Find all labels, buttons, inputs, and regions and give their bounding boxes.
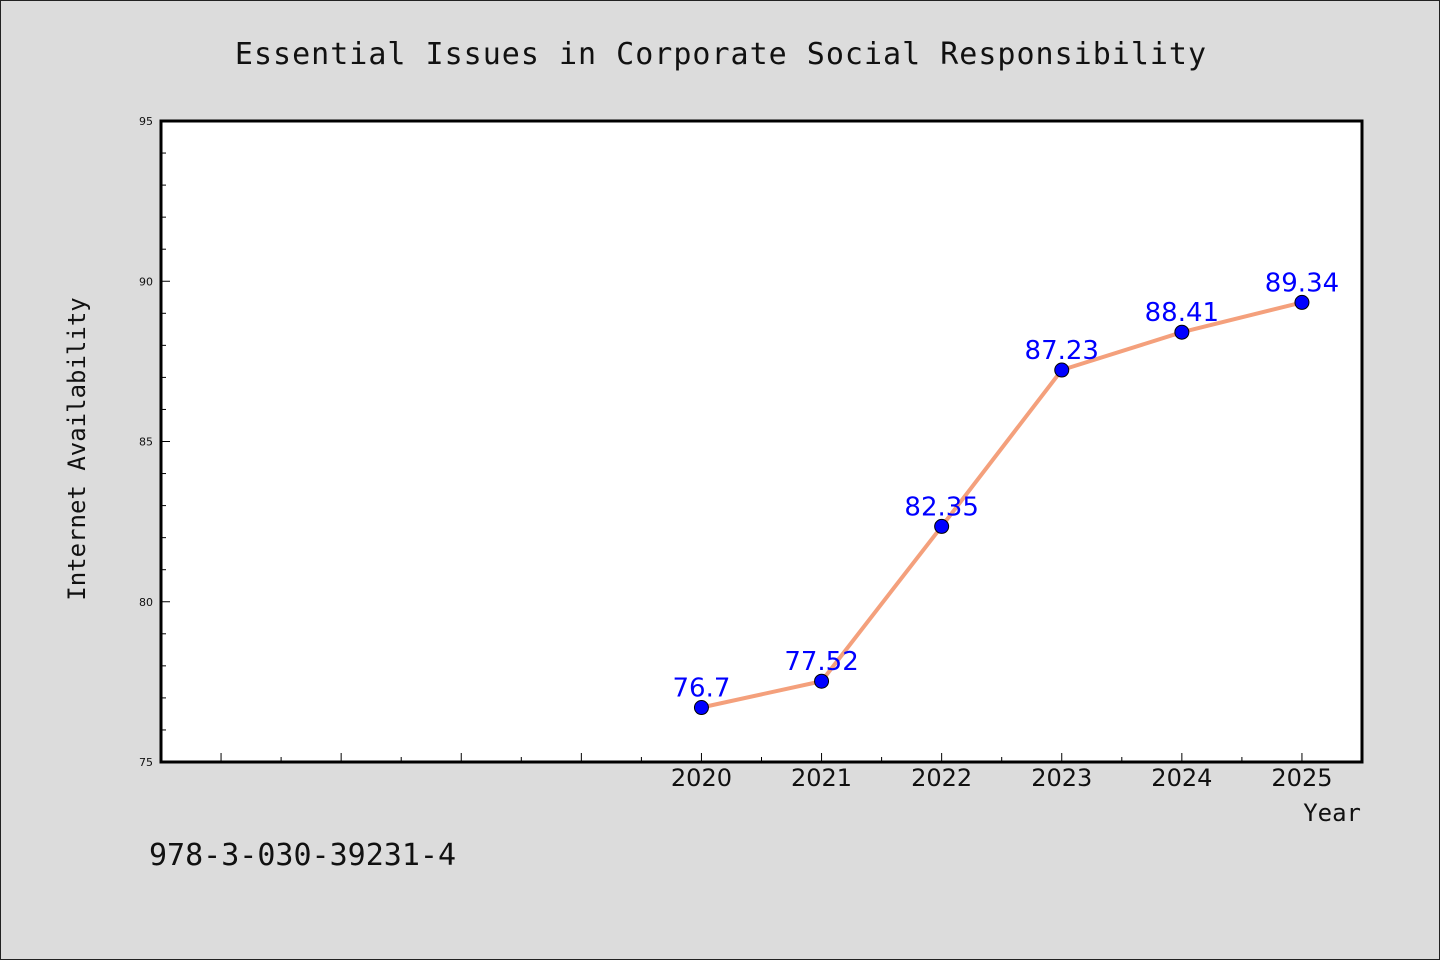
x-axis-label: Year (1303, 799, 1361, 827)
y-tick-label: 80 (139, 596, 153, 609)
plot-area (159, 119, 1364, 764)
chart-title: Essential Issues in Corporate Social Res… (235, 37, 1207, 72)
data-point (1174, 324, 1190, 340)
data-point (934, 518, 950, 534)
y-tick-label: 85 (139, 436, 153, 449)
data-point (814, 673, 830, 689)
y-axis: 75 80 85 90 95 (139, 115, 170, 769)
series-layer: 76.7 77.52 82.35 87.23 88.41 89.34 (673, 268, 1339, 716)
data-point (1054, 362, 1070, 378)
data-label: 76.7 (673, 674, 731, 704)
x-tick-label: 2022 (911, 764, 972, 792)
x-tick-label: 2020 (671, 764, 732, 792)
data-point (693, 700, 709, 716)
y-tick-label: 95 (139, 115, 153, 128)
data-label: 89.34 (1265, 268, 1339, 298)
x-axis: 2020 2021 2022 2023 2024 2025 (220, 753, 1332, 792)
x-tick-label: 2025 (1271, 764, 1332, 792)
x-tick-label: 2021 (791, 764, 852, 792)
y-tick-label: 75 (139, 756, 153, 769)
x-tick-label: 2023 (1031, 764, 1092, 792)
footer-code: 978-3-030-39231-4 (149, 838, 456, 873)
series-line (699, 300, 1304, 710)
data-label: 77.52 (784, 647, 858, 677)
data-point (1294, 294, 1310, 310)
y-axis-label: Internet Availability (63, 297, 91, 600)
data-label: 88.41 (1145, 298, 1219, 328)
data-label: 87.23 (1025, 336, 1099, 366)
data-label: 82.35 (904, 492, 978, 522)
y-tick-label: 90 (139, 275, 153, 288)
x-tick-label: 2024 (1151, 764, 1212, 792)
